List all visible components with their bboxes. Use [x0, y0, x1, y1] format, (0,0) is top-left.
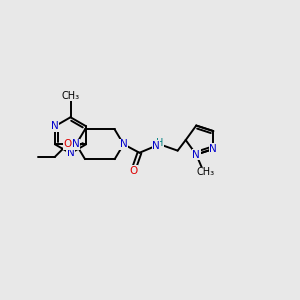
Text: CH₃: CH₃: [196, 167, 214, 177]
Text: N: N: [192, 150, 200, 160]
Text: N: N: [67, 148, 74, 158]
Text: N: N: [51, 121, 59, 131]
Text: H: H: [156, 138, 163, 148]
Text: N: N: [209, 144, 217, 154]
Text: CH₃: CH₃: [61, 91, 80, 101]
Text: O: O: [129, 166, 137, 176]
Text: N: N: [120, 139, 128, 149]
Text: N: N: [152, 141, 160, 151]
Text: N: N: [72, 139, 80, 149]
Text: O: O: [63, 139, 72, 149]
